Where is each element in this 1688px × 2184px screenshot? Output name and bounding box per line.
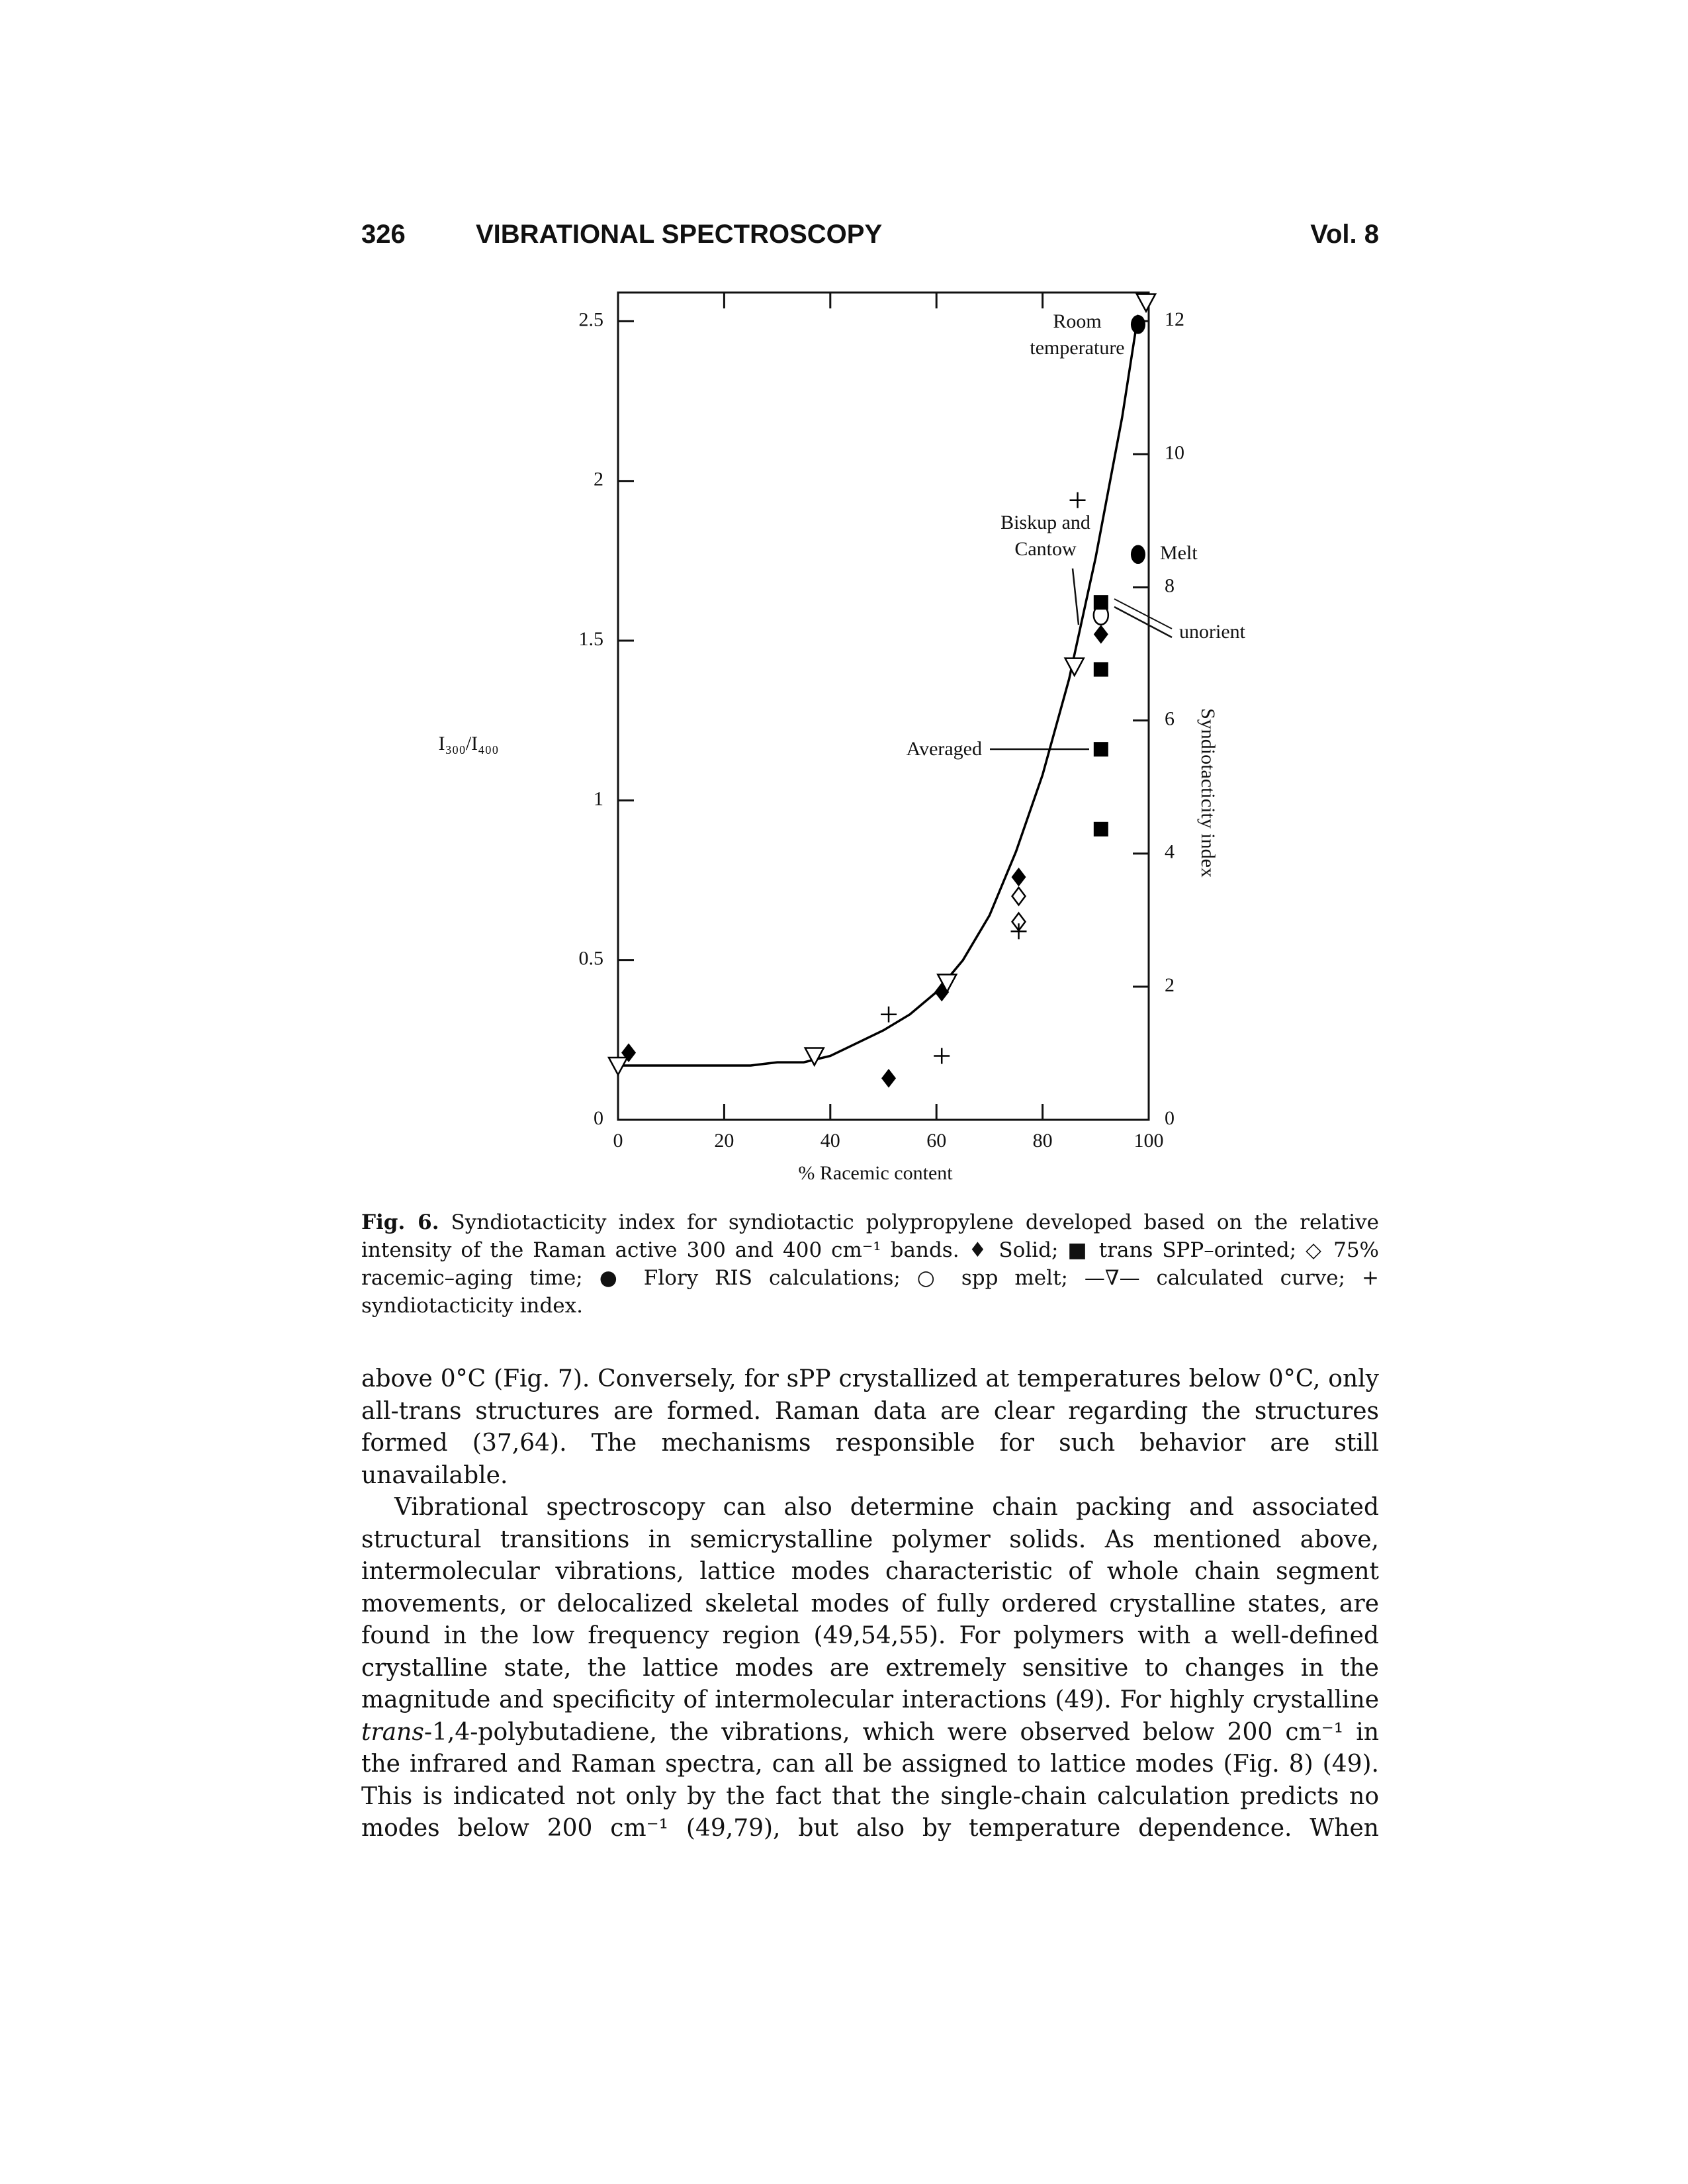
y2-tick-label: 10 — [1165, 441, 1184, 463]
y2-tick-label: 2 — [1165, 974, 1175, 996]
square-point — [1093, 742, 1108, 757]
open-diamond-point — [1011, 886, 1026, 907]
open-circle-point — [1092, 604, 1110, 626]
x-tick-label: 0 — [613, 1130, 623, 1152]
text-run-italic: trans — [361, 1718, 424, 1746]
plus-point — [881, 1006, 897, 1023]
paragraph: above 0°C (Fig. 7). Conversely, for sPP … — [361, 1365, 1379, 1489]
circle-point — [1130, 545, 1145, 565]
y2-tick-label: 0 — [1165, 1107, 1175, 1129]
triangle-point — [1135, 293, 1157, 314]
x-tick-label: 60 — [926, 1130, 946, 1152]
running-title: VIBRATIONAL SPECTROSCOPY — [476, 220, 883, 249]
y-tick-label: 1.5 — [579, 628, 604, 650]
x-axis-label: % Racemic content — [798, 1162, 953, 1184]
volume: Vol. 8 — [1310, 220, 1379, 249]
leader-line — [1114, 598, 1173, 629]
figure-caption: Fig. 6. Syndiotacticity index for syndio… — [361, 1208, 1379, 1320]
annotation: Averaged — [907, 738, 982, 760]
calculated-curve — [618, 314, 1139, 1067]
diamond-point — [881, 1068, 897, 1088]
x-tick-label: 100 — [1134, 1130, 1164, 1152]
x-tick-label: 40 — [821, 1130, 840, 1152]
y2-axis-label: Syndiotacticity index — [1197, 708, 1219, 878]
page-number: 326 — [361, 220, 406, 249]
triangle-point — [607, 1056, 629, 1077]
y-tick-label: 2 — [594, 469, 603, 490]
diamond-point — [1093, 625, 1108, 644]
triangle-point — [1063, 657, 1085, 678]
chart: % Racemic content I₃₀₀/I₄₀₀ Syndiotactic… — [438, 291, 1246, 1184]
annotation: Melt — [1160, 542, 1198, 564]
square-point — [1093, 662, 1108, 677]
y-axis-label: I₃₀₀/I₄₀₀ — [438, 733, 498, 754]
annotation: Room — [1053, 310, 1101, 332]
paragraph: Vibrational spectroscopy can also determ… — [361, 1492, 1379, 1845]
y2-tick-label: 6 — [1165, 708, 1175, 730]
circle-point — [1130, 314, 1145, 334]
annotation: unorient — [1179, 621, 1246, 643]
y2-tick-label: 4 — [1165, 841, 1175, 863]
annotation: Biskup and — [1000, 512, 1090, 533]
plus-point — [1069, 492, 1086, 508]
text-run: Vibrational spectroscopy can also determ… — [361, 1494, 1379, 1713]
annotation: temperature — [1030, 337, 1124, 359]
y-tick-label: 0 — [594, 1107, 603, 1129]
triangle-point — [936, 974, 958, 994]
plot-frame — [617, 291, 1150, 1121]
caption-label: Fig. 6. — [361, 1210, 439, 1234]
plus-point — [1010, 923, 1027, 940]
y2-tick-label: 12 — [1165, 308, 1184, 330]
leader-line — [1114, 606, 1173, 639]
leader-line — [1071, 568, 1080, 625]
x-tick-label: 80 — [1033, 1130, 1053, 1152]
diamond-point — [1011, 867, 1026, 887]
annotation: Cantow — [1014, 538, 1077, 560]
triangle-point — [803, 1047, 825, 1068]
y-tick-label: 0.5 — [579, 948, 604, 970]
caption-text: Syndiotacticity index for syndiotactic p… — [361, 1210, 1379, 1318]
square-point — [1093, 821, 1108, 837]
plus-point — [934, 1048, 950, 1064]
y-tick-label: 1 — [594, 788, 603, 809]
text-run: -1,4-polybutadiene, the vibrations, whic… — [361, 1718, 1379, 1843]
y-tick-label: 2.5 — [579, 308, 604, 330]
y2-tick-label: 8 — [1165, 574, 1175, 596]
x-tick-label: 20 — [714, 1130, 734, 1152]
